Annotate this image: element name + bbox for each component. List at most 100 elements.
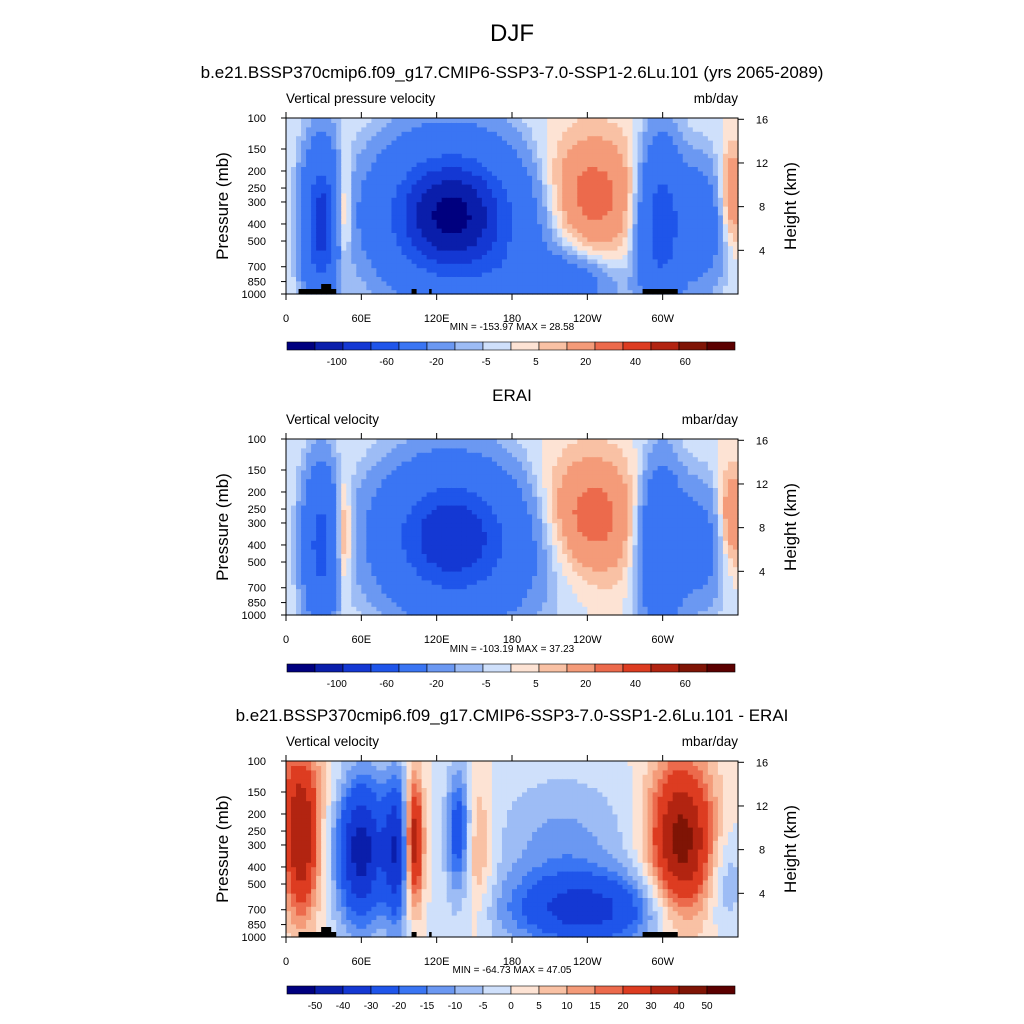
field-cell [672,258,679,264]
field-cell [396,478,403,484]
field-cell [436,126,443,132]
field-cell [306,192,312,198]
field-cell [416,157,423,163]
field-cell [567,285,573,291]
field-cell [416,223,423,229]
field-cell [481,236,488,242]
field-cell [341,456,347,462]
field-cell [436,228,443,233]
field-cell [436,188,443,194]
field-cell [592,126,598,132]
field-cell [426,584,433,590]
field-cell [396,188,403,194]
field-cell [381,201,388,207]
field-cell [597,170,603,176]
field-cell [562,250,568,255]
field-cell [512,135,518,141]
field-cell [366,487,372,493]
field-cell [301,553,307,559]
field-cell [411,184,418,189]
field-cell [351,206,357,211]
field-cell [441,258,448,264]
field-cell [436,509,443,515]
field-cell [682,135,689,141]
field-cell [637,118,644,123]
field-cell [331,491,337,497]
field-cell [682,206,689,211]
field-cell [286,285,292,291]
y2-tick-label: 4 [759,245,765,257]
field-cell [436,505,443,510]
field-cell [622,184,629,189]
field-cell [557,241,563,247]
field-cell [331,601,337,607]
field-cell [672,118,679,123]
field-cell [436,553,443,559]
field-cell [717,289,724,295]
field-cell [481,250,488,255]
field-cell [476,272,483,277]
field-cell [607,192,614,198]
field-cell [351,584,357,590]
field-cell [371,549,377,554]
field-cell [717,131,724,137]
field-cell [722,131,729,137]
field-cell [316,557,322,563]
field-cell [391,254,398,260]
field-cell [602,197,609,203]
field-cell [406,584,413,590]
field-cell [391,228,398,233]
field-cell [311,553,317,559]
field-cell [386,518,393,524]
field-cell [707,258,714,264]
field-cell [692,280,699,286]
field-cell [386,276,393,282]
field-cell [431,531,438,537]
field-cell [421,223,428,229]
field-cell [346,505,352,510]
field-cell [592,289,598,295]
field-cell [306,272,312,277]
field-cell [707,272,714,277]
field-cell [421,184,428,189]
field-cell [361,245,367,251]
field-cell [316,491,322,497]
field-cell [371,597,377,603]
field-cell [396,131,403,137]
field-cell [401,197,408,203]
field-cell [662,206,669,211]
field-cell [296,478,302,484]
field-cell [577,267,583,273]
field-cell [306,610,312,616]
field-cell [351,461,357,466]
field-cell [361,496,367,502]
field-cell [506,263,513,269]
field-cell [607,263,614,269]
field-cell [361,540,367,546]
field-cell [652,162,659,167]
field-cell [607,188,614,194]
field-cell [426,509,433,515]
field-cell [707,276,714,282]
field-cell [306,184,312,189]
field-cell [527,184,533,189]
field-cell [361,140,367,145]
field-cell [637,184,644,189]
field-cell [687,192,694,198]
field-cell [401,549,408,554]
field-cell [351,197,357,203]
field-cell [697,206,704,211]
field-cell [396,206,403,211]
field-cell [356,562,362,568]
field-cell [622,236,629,242]
field-cell [411,276,418,282]
field-cell [547,175,553,181]
field-cell [512,148,518,154]
field-cell [517,285,523,291]
field-cell [532,214,538,220]
field-cell [637,254,644,260]
field-cell [592,228,598,233]
field-cell [602,241,609,247]
field-cell [296,153,302,159]
field-cell [286,461,292,466]
